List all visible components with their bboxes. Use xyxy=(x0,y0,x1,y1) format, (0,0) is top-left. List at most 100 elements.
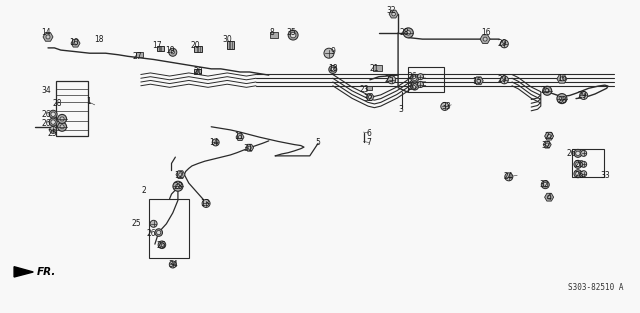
Circle shape xyxy=(574,149,582,157)
Text: FR.: FR. xyxy=(37,267,56,277)
Circle shape xyxy=(58,122,67,131)
Circle shape xyxy=(388,76,396,84)
Circle shape xyxy=(58,115,67,123)
Polygon shape xyxy=(366,94,374,100)
Text: 30: 30 xyxy=(222,35,232,44)
Circle shape xyxy=(543,182,547,187)
Polygon shape xyxy=(246,144,253,151)
Circle shape xyxy=(580,171,587,177)
Circle shape xyxy=(74,41,77,45)
Circle shape xyxy=(541,181,549,189)
Bar xyxy=(227,41,234,49)
Text: 32: 32 xyxy=(540,180,550,189)
Polygon shape xyxy=(14,267,33,277)
Circle shape xyxy=(576,172,580,176)
Text: 1: 1 xyxy=(86,97,91,106)
Circle shape xyxy=(50,126,56,133)
Text: 17: 17 xyxy=(152,41,162,50)
Text: 26: 26 xyxy=(574,160,584,169)
Bar xyxy=(195,45,202,52)
Text: 33: 33 xyxy=(600,171,610,180)
Circle shape xyxy=(413,84,417,88)
Circle shape xyxy=(417,81,424,88)
Text: 27: 27 xyxy=(132,52,143,61)
Circle shape xyxy=(560,77,564,81)
Text: 35: 35 xyxy=(286,28,296,37)
Text: 19: 19 xyxy=(164,46,175,54)
Text: 26: 26 xyxy=(42,110,52,119)
Circle shape xyxy=(173,181,183,191)
Text: 18: 18 xyxy=(328,64,337,73)
Circle shape xyxy=(574,160,582,168)
Text: 28: 28 xyxy=(400,28,409,37)
Text: 29: 29 xyxy=(497,75,508,84)
Text: 14: 14 xyxy=(209,138,219,147)
Text: 25: 25 xyxy=(131,219,141,228)
Text: 31: 31 xyxy=(243,144,253,153)
Circle shape xyxy=(500,40,508,48)
Circle shape xyxy=(413,76,417,80)
Circle shape xyxy=(331,67,335,72)
Text: 25: 25 xyxy=(47,129,58,137)
Circle shape xyxy=(169,48,177,56)
Circle shape xyxy=(202,199,210,208)
Circle shape xyxy=(51,112,55,116)
Text: 22: 22 xyxy=(545,132,554,141)
Text: 11: 11 xyxy=(234,132,243,141)
Circle shape xyxy=(543,86,552,95)
Text: 4: 4 xyxy=(547,193,552,202)
Text: 20: 20 xyxy=(190,41,200,50)
Text: 32: 32 xyxy=(363,94,373,103)
Bar xyxy=(149,199,189,258)
Bar xyxy=(136,52,143,57)
Circle shape xyxy=(545,89,549,93)
Circle shape xyxy=(403,28,413,38)
Circle shape xyxy=(576,151,580,156)
Circle shape xyxy=(158,241,166,249)
Text: 23: 23 xyxy=(360,85,370,94)
Polygon shape xyxy=(545,193,554,201)
Circle shape xyxy=(580,161,587,167)
Polygon shape xyxy=(389,10,398,18)
Text: 29: 29 xyxy=(577,91,588,100)
Text: 28: 28 xyxy=(53,99,62,108)
Text: 20: 20 xyxy=(193,68,204,76)
Text: 28: 28 xyxy=(557,96,566,105)
Text: 12: 12 xyxy=(175,171,184,180)
Text: 26: 26 xyxy=(42,119,52,128)
Circle shape xyxy=(49,118,57,126)
Circle shape xyxy=(477,79,481,83)
Text: 26: 26 xyxy=(574,171,584,180)
Text: 2: 2 xyxy=(141,187,147,195)
Bar xyxy=(194,69,200,74)
Circle shape xyxy=(212,139,219,146)
Circle shape xyxy=(545,143,549,146)
Circle shape xyxy=(324,48,334,58)
Circle shape xyxy=(441,102,449,110)
Text: 34: 34 xyxy=(41,86,51,95)
Circle shape xyxy=(155,229,163,236)
Text: 34: 34 xyxy=(168,260,178,269)
Circle shape xyxy=(291,32,296,38)
Text: 26: 26 xyxy=(566,149,576,158)
Polygon shape xyxy=(545,132,554,140)
Circle shape xyxy=(580,91,588,100)
Circle shape xyxy=(580,150,587,156)
Text: 8: 8 xyxy=(269,28,275,37)
Circle shape xyxy=(329,65,337,74)
Text: 25: 25 xyxy=(540,86,550,95)
Text: 26: 26 xyxy=(147,229,157,238)
Circle shape xyxy=(248,146,252,149)
Circle shape xyxy=(559,96,564,101)
Circle shape xyxy=(392,12,396,16)
Bar xyxy=(373,65,382,71)
Text: 18: 18 xyxy=(95,35,104,44)
Circle shape xyxy=(51,120,55,124)
Polygon shape xyxy=(176,171,185,178)
Circle shape xyxy=(576,162,580,167)
Text: 16: 16 xyxy=(481,28,492,37)
Polygon shape xyxy=(543,141,551,148)
Text: 9: 9 xyxy=(330,47,335,56)
Text: 14: 14 xyxy=(41,28,51,37)
Text: 26: 26 xyxy=(408,83,418,92)
